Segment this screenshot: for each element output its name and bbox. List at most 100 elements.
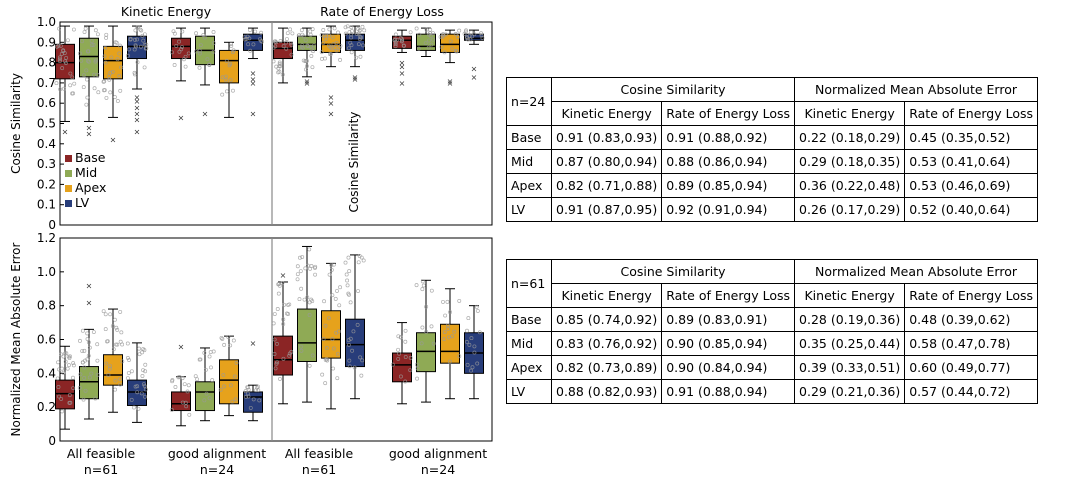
sample-point [71, 376, 74, 379]
sample-point [336, 31, 339, 34]
table-cell: 0.29 (0.21,0.36) [795, 380, 905, 404]
row-label: LV [507, 380, 552, 404]
box-apex [441, 289, 461, 399]
sample-point [225, 90, 228, 93]
box-lv [344, 254, 365, 398]
table-cell: 0.89 (0.85,0.94) [662, 174, 795, 198]
box-mid: ×× [78, 281, 99, 419]
sample-point [73, 82, 76, 85]
sample-point [291, 32, 294, 35]
sample-point [409, 31, 412, 34]
y-tick-label: 0.8 [37, 299, 56, 313]
sample-point [285, 37, 288, 40]
table-row: Mid 0.87 (0.80,0.94) 0.88 (0.86,0.94) 0.… [507, 150, 1038, 174]
table-cell: 0.52 (0.40,0.64) [905, 198, 1038, 222]
sample-point [363, 29, 366, 32]
sample-point [188, 413, 191, 416]
outlier-marker: × [134, 115, 141, 124]
sample-point [415, 27, 418, 30]
legend: BaseMidApexLV [65, 150, 106, 210]
sample-point [338, 286, 341, 289]
y-tick-label: 0.4 [37, 366, 56, 380]
table-cell: 0.91 (0.87,0.95) [552, 198, 662, 222]
sample-point [127, 371, 130, 374]
sample-point [81, 349, 84, 352]
sample-point [83, 30, 86, 33]
sample-point [276, 307, 279, 310]
box-iqr [80, 38, 99, 77]
sample-point [198, 66, 201, 69]
table-cell: 0.91 (0.88,0.92) [662, 126, 795, 150]
box-base: × [55, 26, 76, 137]
sample-point [349, 301, 352, 304]
y-tick-label: 0.8 [37, 56, 56, 70]
row-label: Base [507, 126, 552, 150]
row-label: Apex [507, 174, 552, 198]
sample-point [231, 89, 234, 92]
sample-point [96, 33, 99, 36]
box-mid [415, 27, 436, 57]
outlier-marker: × [62, 128, 69, 137]
table-subheader: Kinetic Energy [552, 284, 662, 308]
boxplot-figure: 0 0.1 0.2 0.3 0.4 0.5 0.6 0.7 0.8 0.9 1.0 Cosine Si… [0, 0, 500, 479]
sample-point [361, 25, 364, 28]
sample-point [194, 32, 197, 35]
sample-point [321, 373, 324, 376]
box-base [272, 28, 294, 83]
sample-point [69, 84, 72, 87]
sample-point [277, 292, 280, 295]
sample-point [92, 330, 95, 333]
sample-point [362, 259, 365, 262]
box-mid [194, 348, 215, 421]
sample-point [310, 264, 313, 267]
table-header-group: Cosine Similarity [552, 78, 795, 102]
legend-label-base: Base [75, 150, 106, 165]
sample-point [136, 61, 139, 64]
sample-point [187, 384, 190, 387]
legend-swatch-apex [65, 185, 72, 192]
sample-point [66, 367, 69, 370]
table-header-group: Cosine Similarity [552, 260, 795, 284]
sample-point [126, 377, 129, 380]
table-cell: 0.83 (0.76,0.92) [552, 332, 662, 356]
sample-point [113, 318, 116, 321]
legend-label-mid: Mid [75, 165, 97, 180]
sample-point [132, 406, 135, 409]
stats-table-n61: n=61 Cosine Similarity Normalized Mean A… [506, 259, 1038, 404]
sample-point [441, 300, 444, 303]
group-n-label: n=61 [84, 462, 118, 477]
sample-point [328, 28, 331, 31]
sample-point [144, 363, 147, 366]
sample-point [333, 27, 336, 30]
sample-point [470, 31, 473, 34]
legend-label-lv: LV [75, 195, 90, 210]
sample-point [289, 28, 292, 31]
sample-point [209, 350, 212, 353]
table-cell: 0.91 (0.88,0.94) [662, 380, 795, 404]
table-cell: 0.82 (0.73,0.89) [552, 356, 662, 380]
sample-point [209, 366, 212, 369]
legend-swatch-mid [65, 170, 72, 177]
outlier-marker: × [250, 79, 257, 88]
table-subheader: Rate of Energy Loss [662, 284, 795, 308]
sample-point [300, 29, 303, 32]
sample-point [394, 33, 397, 36]
box-iqr [322, 311, 341, 358]
sample-point [322, 300, 325, 303]
box-iqr [196, 382, 215, 411]
y-tick-label: 0 [48, 434, 56, 448]
sample-point [296, 273, 299, 276]
outlier-marker: × [328, 109, 335, 118]
y-tick-label: 1.2 [37, 231, 56, 245]
sample-point [278, 377, 281, 380]
sample-point [296, 278, 299, 281]
sample-point [335, 289, 338, 292]
sample-point [141, 374, 144, 377]
box-mid [415, 280, 436, 402]
sample-point [303, 298, 306, 301]
row-label: Base [507, 308, 552, 332]
sample-point [208, 355, 211, 358]
box-base [56, 346, 76, 429]
box-lv: ×××× [243, 28, 264, 118]
sample-point [336, 377, 339, 380]
